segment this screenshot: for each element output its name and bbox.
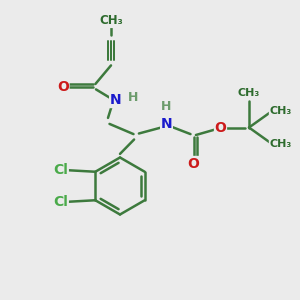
Text: O: O [214,121,226,134]
Text: N: N [161,118,172,131]
Text: Cl: Cl [53,163,68,177]
Text: O: O [188,157,200,170]
Text: CH₃: CH₃ [269,106,292,116]
Text: CH₃: CH₃ [269,139,292,149]
Text: N: N [110,94,121,107]
Text: H: H [161,100,172,113]
Text: CH₃: CH₃ [238,88,260,98]
Text: H: H [128,91,139,104]
Text: O: O [57,80,69,94]
Text: CH₃: CH₃ [99,14,123,28]
Text: Cl: Cl [53,195,68,209]
